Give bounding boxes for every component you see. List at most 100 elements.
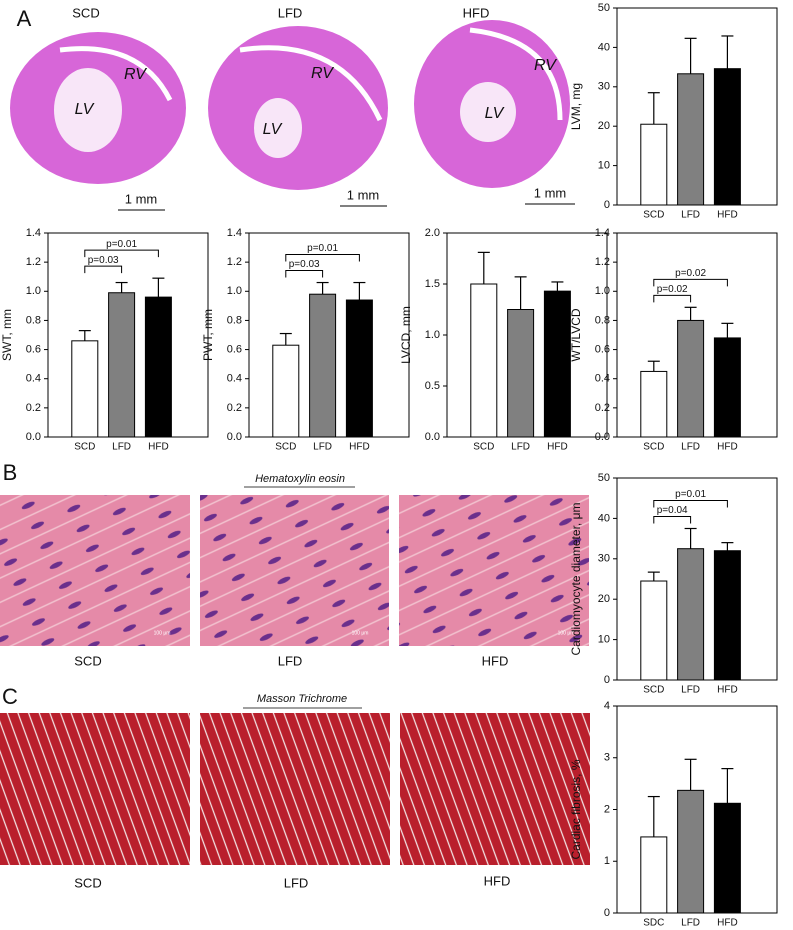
- image-label: LFD: [284, 875, 309, 890]
- y-tick-label: 4: [604, 700, 610, 712]
- bar: [543, 290, 571, 438]
- image-label: SCD: [74, 875, 101, 890]
- y-axis-label: LVM, mg: [569, 83, 583, 130]
- bar: [470, 283, 498, 438]
- x-tick-label: HFD: [349, 442, 370, 453]
- bar: [677, 319, 705, 438]
- y-tick-label: 0.6: [595, 343, 610, 355]
- y-tick-label: 20: [598, 120, 610, 132]
- y-tick-label: 1.4: [595, 227, 610, 239]
- y-tick-label: 0.2: [26, 402, 41, 414]
- significance-label: p=0.01: [675, 489, 706, 500]
- y-tick-label: 40: [598, 512, 610, 524]
- y-tick-label: 1.2: [26, 256, 41, 268]
- scale-label: 1 mm: [347, 187, 380, 202]
- x-tick-label: HFD: [717, 210, 738, 221]
- y-tick-label: 0.6: [227, 343, 242, 355]
- y-tick-label: 0.2: [227, 402, 242, 414]
- image-label: HFD: [463, 5, 490, 20]
- x-tick-label: HFD: [547, 442, 568, 453]
- panel-label: C: [2, 684, 18, 709]
- y-tick-label: 30: [598, 81, 610, 93]
- y-tick-label: 0.8: [595, 314, 610, 326]
- x-tick-label: HFD: [148, 442, 169, 453]
- significance-bracket: [653, 500, 728, 508]
- significance-bracket: [84, 265, 123, 274]
- significance-bracket: [653, 294, 692, 303]
- y-tick-label: 1: [604, 855, 610, 867]
- y-tick-label: 50: [598, 2, 610, 14]
- scale-label: 100 μm: [154, 630, 171, 636]
- y-tick-label: 0.0: [595, 431, 610, 443]
- x-tick-label: SCD: [74, 442, 95, 453]
- y-tick-label: 0.0: [26, 431, 41, 443]
- y-tick-label: 0.4: [595, 373, 610, 385]
- x-tick-label: SCD: [643, 442, 664, 453]
- panel-label: A: [17, 6, 32, 31]
- y-tick-label: 0.4: [227, 373, 242, 385]
- x-tick-label: LFD: [681, 210, 700, 221]
- he-images: [0, 495, 589, 646]
- image-label: LFD: [278, 653, 303, 668]
- bar: [713, 550, 741, 681]
- y-tick-label: 0: [604, 907, 610, 919]
- y-tick-label: 40: [598, 41, 610, 53]
- significance-label: p=0.03: [88, 255, 119, 266]
- rv-label: RV: [534, 57, 557, 74]
- bar: [640, 836, 668, 914]
- x-tick-label: SCD: [473, 442, 494, 453]
- panel-label: B: [3, 460, 18, 485]
- heart-images: [10, 20, 575, 211]
- scale-label: 1 mm: [534, 185, 567, 200]
- significance-label: p=0.01: [307, 243, 338, 254]
- bar: [640, 370, 668, 438]
- bar: [507, 309, 535, 438]
- significance-label: p=0.02: [675, 268, 706, 279]
- y-tick-label: 1.4: [227, 227, 242, 239]
- y-axis-label: SWT, mm: [0, 309, 14, 361]
- bar: [71, 340, 99, 438]
- stain-title: Masson Trichrome: [257, 693, 347, 705]
- rv-label: RV: [124, 66, 147, 83]
- y-tick-label: 1.2: [595, 256, 610, 268]
- y-tick-label: 0.0: [227, 431, 242, 443]
- image-label: SCD: [72, 5, 99, 20]
- significance-bracket: [84, 249, 159, 258]
- bar: [640, 123, 668, 206]
- x-tick-label: HFD: [717, 685, 738, 696]
- scale-label: 100 μm: [352, 630, 369, 636]
- y-axis-label: Cardiac fibrosis, %: [569, 759, 583, 859]
- bar: [713, 337, 741, 438]
- x-tick-label: SCD: [643, 210, 664, 221]
- bar: [640, 580, 668, 681]
- stain-title: Hematoxylin eosin: [255, 473, 345, 485]
- bar: [713, 802, 741, 914]
- y-tick-label: 0: [604, 674, 610, 686]
- y-tick-label: 0.2: [595, 402, 610, 414]
- y-tick-label: 1.0: [595, 285, 610, 297]
- bar: [677, 73, 705, 206]
- lv-label: LV: [75, 101, 95, 118]
- y-tick-label: 0.0: [425, 431, 440, 443]
- y-axis-label: PWT, mm: [201, 309, 215, 361]
- image-label: LFD: [278, 5, 303, 20]
- y-tick-label: 0.5: [425, 380, 440, 392]
- image-label: HFD: [484, 873, 511, 888]
- y-tick-label: 1.4: [26, 227, 41, 239]
- scale-label: 100 μm: [558, 630, 575, 636]
- significance-bracket: [285, 270, 324, 278]
- significance-label: p=0.02: [657, 284, 688, 295]
- x-tick-label: SCD: [643, 685, 664, 696]
- scale-label: 1 mm: [125, 191, 158, 206]
- y-tick-label: 1.0: [425, 329, 440, 341]
- x-tick-label: HFD: [717, 918, 738, 929]
- y-tick-label: 50: [598, 472, 610, 484]
- x-tick-label: LFD: [313, 442, 332, 453]
- y-tick-label: 3: [604, 752, 610, 764]
- bar: [309, 293, 337, 438]
- x-tick-label: LFD: [681, 918, 700, 929]
- lv-label: LV: [485, 105, 505, 122]
- y-axis-label: LVCD, mm: [399, 306, 413, 364]
- significance-bracket: [653, 278, 728, 287]
